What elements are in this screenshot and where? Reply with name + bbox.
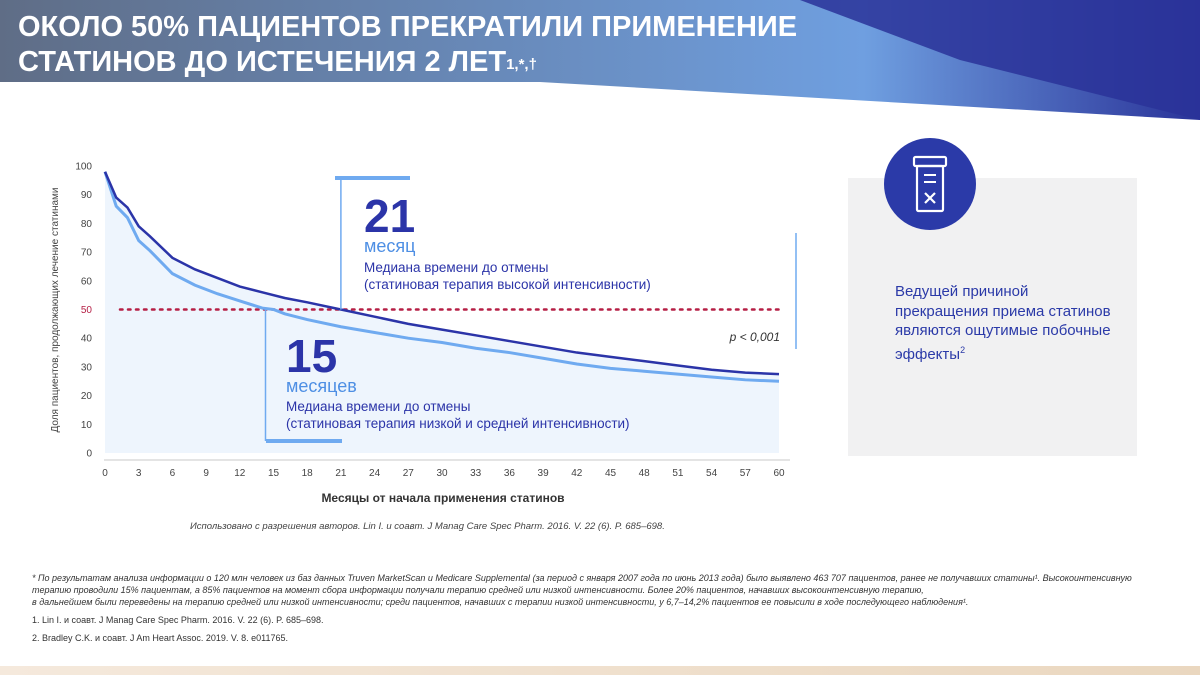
x-axis-label: Месяцы от начала применения статинов	[321, 491, 564, 505]
series-line-high-intensity	[103, 171, 780, 376]
page-title: ОКОЛО 50% ПАЦИЕНТОВ ПРЕКРАТИЛИ ПРИМЕНЕНИ…	[18, 10, 797, 80]
y-tick-label: 40	[81, 334, 93, 345]
y-tick-label: 90	[81, 190, 93, 201]
high-median-unit: месяц	[364, 236, 415, 256]
x-tick-label: 24	[369, 468, 381, 479]
x-tick-label: 30	[436, 468, 448, 479]
series-line-low-intensity	[103, 171, 780, 383]
x-tick-label: 57	[740, 468, 752, 479]
x-tick-label: 12	[234, 468, 246, 479]
low-median-desc-2: (статиновая терапия низкой и средней инт…	[286, 416, 630, 431]
y-tick-label: 50	[81, 305, 93, 316]
footnote-part-2: в дальнейшем были переведены на терапию …	[32, 597, 969, 607]
y-tick-label: 60	[81, 276, 93, 287]
x-tick-label: 0	[102, 468, 108, 479]
low-median-desc-1: Медиана времени до отмены	[286, 399, 470, 414]
title-line-1: ОКОЛО 50% ПАЦИЕНТОВ ПРЕКРАТИЛИ ПРИМЕНЕНИ…	[18, 11, 798, 43]
x-tick-label: 18	[302, 468, 314, 479]
y-tick-label: 80	[81, 219, 93, 230]
x-tick-label: 60	[773, 468, 785, 479]
area-under-curve	[105, 171, 779, 454]
footnote-part-1: * По результатам анализа информации о 12…	[32, 573, 1132, 595]
footnote-text: * По результатам анализа информации о 12…	[32, 572, 1172, 608]
p-value-label: p < 0,001	[729, 330, 780, 344]
side-statement-superscript: 2	[960, 344, 966, 355]
high-median-desc-1: Медиана времени до отмены	[364, 260, 548, 275]
x-tick-label: 9	[203, 468, 209, 479]
footnotes: * По результатам анализа информации о 12…	[32, 572, 1172, 650]
header-banner: ОКОЛО 50% ПАЦИЕНТОВ ПРЕКРАТИЛИ ПРИМЕНЕНИ…	[0, 0, 1200, 120]
bottom-accent-bar	[0, 666, 1200, 675]
high-median-value: 21	[364, 190, 415, 242]
side-panel	[848, 178, 1137, 456]
header-background	[0, 0, 1200, 120]
x-tick-label: 3	[136, 468, 142, 479]
x-tick-label: 6	[170, 468, 176, 479]
survival-chart: 0 3 6 9 12 15 18 21 24 27 30 33 36 39 42 45 48 51 54 57 60 0…	[50, 162, 797, 505]
reference-2: 2. Bradley C.K. и соавт. J Am Heart Asso…	[32, 633, 288, 643]
x-tick-label: 27	[403, 468, 415, 479]
y-tick-label: 100	[75, 162, 92, 173]
side-statement-text: Ведущей причиной прекращения приема стат…	[895, 283, 1111, 363]
y-tick-label: 30	[81, 362, 93, 373]
y-tick-label: 10	[81, 420, 93, 431]
title-line-2: СТАТИНОВ ДО ИСТЕЧЕНИЯ 2 ЛЕТ	[18, 46, 507, 78]
high-median-desc-2: (статиновая терапия высокой интенсивност…	[364, 277, 651, 292]
x-tick-labels: 0 3 6 9 12 15 18 21 24 27 30 33 36 39 42 45 48 51 54 57 60	[102, 468, 785, 479]
x-tick-label: 51	[672, 468, 684, 479]
x-tick-label: 33	[470, 468, 482, 479]
y-tick-label: 0	[86, 449, 92, 460]
x-tick-label: 36	[504, 468, 516, 479]
x-tick-label: 48	[639, 468, 651, 479]
pill-bottle-x-icon	[884, 138, 976, 230]
x-tick-label: 39	[538, 468, 550, 479]
low-median-value: 15	[286, 330, 337, 382]
x-tick-label: 45	[605, 468, 617, 479]
x-tick-label: 21	[335, 468, 347, 479]
y-axis-label: Доля пациентов, продолжающих лечение ста…	[50, 187, 61, 432]
y-tick-label: 20	[81, 391, 93, 402]
y-tick-labels: 0 10 20 30 40 50 60 70 80 90 100	[75, 162, 92, 460]
reference-1: 1. Lin I. и соавт. J Manag Care Spec Pha…	[32, 615, 324, 625]
x-tick-label: 42	[571, 468, 583, 479]
source-credit: Использовано с разрешения авторов. Lin I…	[190, 521, 665, 532]
side-statement: Ведущей причиной прекращения приема стат…	[895, 282, 1120, 364]
title-superscript: 1,*,†	[506, 56, 537, 73]
x-tick-label: 15	[268, 468, 280, 479]
y-tick-label: 70	[81, 248, 93, 259]
x-tick-label: 54	[706, 468, 718, 479]
low-median-unit: месяцев	[286, 376, 357, 396]
